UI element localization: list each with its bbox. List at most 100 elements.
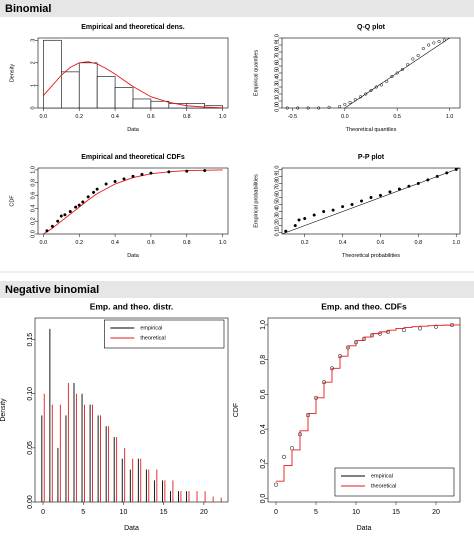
y-tick-label: 0.6 (260, 389, 267, 399)
point (185, 169, 189, 173)
y-tick-label: 0.5 (274, 69, 280, 77)
y-axis-label: Empirical probabilities (253, 174, 259, 228)
x-tick-label: 1.0 (219, 114, 227, 120)
plot-frame (267, 317, 461, 503)
point (350, 202, 354, 207)
legend-box (334, 467, 455, 497)
point (122, 177, 126, 181)
histogram-bar (61, 71, 80, 109)
legend-label: empirical (140, 325, 162, 331)
y-tick-label: 3 (30, 39, 36, 42)
histogram-bar (43, 39, 62, 109)
point (104, 182, 108, 186)
y-tick-label: 0.9 (274, 41, 280, 49)
y-tick-label: 1.0 (274, 34, 280, 42)
legend-label: theoretical (371, 483, 396, 489)
y-tick-label: 0.8 (274, 180, 280, 188)
point (63, 213, 67, 217)
point (306, 106, 310, 110)
histogram-bar (114, 87, 134, 109)
point (131, 174, 135, 178)
point (406, 63, 410, 67)
point (379, 83, 384, 87)
point (416, 53, 420, 58)
y-tick-label: 0 (30, 106, 36, 109)
histogram-bar (78, 62, 98, 109)
point (343, 102, 347, 107)
point (385, 79, 389, 83)
y-tick-label: 0.2 (30, 217, 36, 225)
legend-box (104, 319, 225, 349)
point (454, 167, 458, 171)
y-axis-label: Empirical quantiles (253, 50, 259, 96)
y-tick-label: 0.0 (30, 230, 36, 238)
x-tick-label: 0.0 (40, 114, 48, 120)
point (442, 38, 446, 42)
point (74, 205, 78, 209)
y-tick-label: 0.10 (27, 387, 34, 401)
point (416, 181, 420, 185)
point (77, 203, 81, 207)
plot-frame (281, 167, 461, 235)
y-tick-label: 0.6 (30, 192, 36, 200)
x-axis-label: Theoretical quantiles (346, 127, 397, 133)
x-tick-label: 0.6 (377, 240, 385, 246)
y-tick-label: 0.1 (274, 229, 280, 237)
point (167, 170, 171, 174)
y-tick-label: 0.15 (27, 333, 34, 347)
section-title: Binomial (5, 3, 51, 15)
point (364, 92, 368, 96)
point (348, 100, 352, 104)
y-axis-label: Density (9, 64, 15, 83)
y-tick-label: 0.7 (274, 187, 280, 195)
y-tick-label: 0.0 (274, 104, 280, 112)
y-tick-label: 0.1 (274, 97, 280, 105)
section-title: Negative binomial (5, 284, 99, 296)
point (426, 178, 430, 182)
y-tick-label: 0.4 (274, 76, 280, 84)
point (327, 105, 331, 109)
point (369, 195, 373, 200)
x-tick-label: 0.8 (183, 240, 191, 246)
point (432, 41, 436, 45)
point (353, 98, 357, 102)
x-tick-label: 1.0 (219, 240, 227, 246)
x-tick-label: 20 (200, 509, 208, 516)
x-tick-label: 0.4 (339, 240, 347, 246)
point (81, 200, 85, 204)
point (113, 179, 117, 184)
x-tick-label: 15 (392, 509, 400, 516)
point (296, 106, 300, 110)
histogram-bar (150, 100, 170, 109)
point (369, 88, 373, 93)
y-tick-label: 0.2 (274, 222, 280, 230)
x-tick-label: 20 (432, 509, 440, 516)
x-tick-label: 0.6 (147, 114, 155, 120)
point (303, 217, 307, 221)
x-tick-label: -0.5 (288, 114, 297, 120)
x-tick-label: 0.2 (301, 240, 309, 246)
y-tick-label: 0.2 (274, 90, 280, 98)
point (95, 187, 99, 191)
point (359, 199, 364, 203)
point (297, 218, 301, 222)
histogram-bar (132, 98, 152, 109)
y-tick-label: 0.6 (274, 62, 280, 70)
point (378, 193, 383, 197)
y-tick-label: 0.0 (260, 494, 267, 504)
point (86, 195, 90, 199)
point (427, 43, 431, 47)
x-tick-label: 1.0 (446, 114, 454, 120)
x-tick-label: 0.6 (147, 240, 155, 246)
chart-title: Q-Q plot (357, 24, 386, 31)
x-tick-label: 0.4 (111, 114, 119, 120)
x-tick-label: 0.0 (40, 240, 48, 246)
chart-title: P-P plot (358, 154, 385, 161)
point (285, 106, 289, 110)
x-axis-label: Data (124, 525, 139, 532)
point (312, 213, 316, 217)
legend-label: theoretical (140, 335, 165, 341)
point (68, 210, 72, 214)
x-tick-label: 0.2 (75, 240, 83, 246)
y-tick-label: 0.8 (274, 48, 280, 56)
